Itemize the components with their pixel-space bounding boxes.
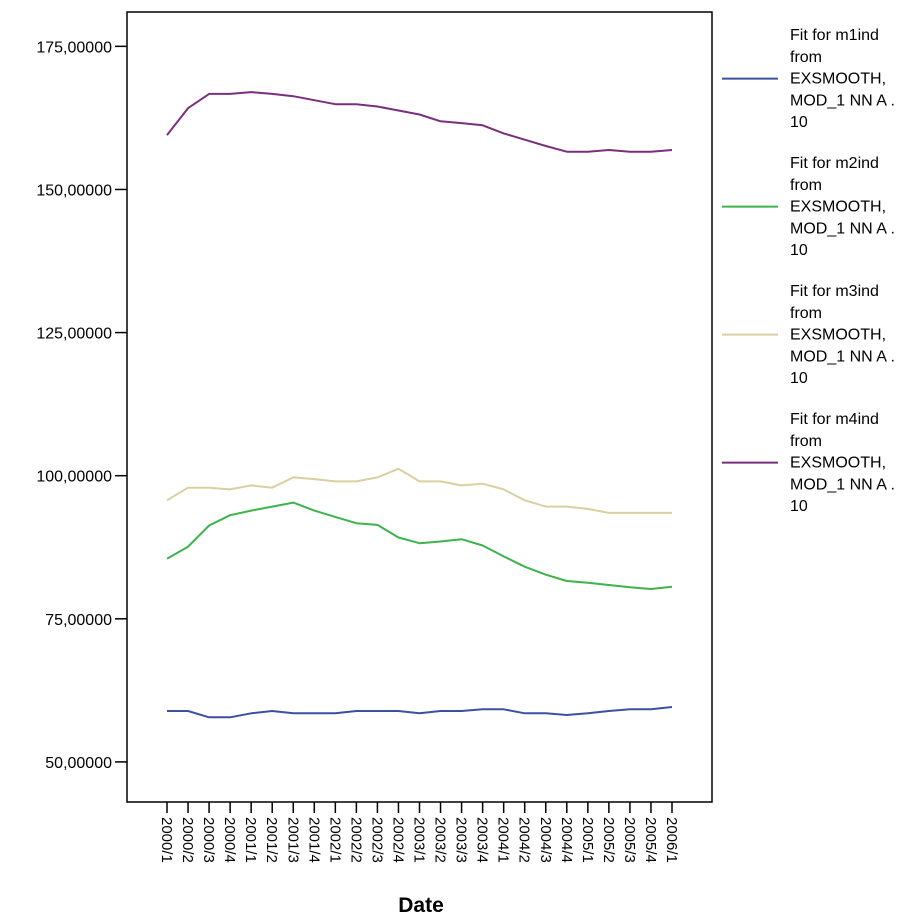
x-tick-label: 2003/3 [453, 817, 470, 863]
x-tick-label: 2004/3 [537, 817, 554, 863]
x-axis: 2000/1 2000/2 2000/3 2000/4 2001/1 2001/2 2001… [158, 802, 680, 863]
x-tick-label: 2002/4 [389, 817, 406, 863]
legend-label: MOD_1 NN A . [790, 476, 895, 493]
y-tick-label: 125,00000 [36, 326, 112, 343]
legend-label: MOD_1 NN A . [790, 348, 895, 365]
legend-label: from [790, 177, 822, 194]
legend-label: EXSMOOTH, [790, 327, 886, 344]
x-tick-label: 2001/4 [305, 817, 322, 863]
y-tick-label: 100,00000 [36, 469, 112, 486]
x-tick-label: 2002/1 [326, 817, 343, 863]
legend-label: 10 [790, 242, 808, 259]
x-tick-label: 2001/3 [284, 817, 301, 863]
y-tick-label: 75,00000 [45, 612, 112, 629]
legend-label: Fit for m3ind [790, 283, 879, 300]
x-axis-title: Date [398, 894, 444, 917]
x-tick-label: 2005/4 [642, 817, 659, 863]
series-line-1 [167, 706, 673, 719]
x-tick-label: 2006/1 [663, 817, 680, 863]
x-tick-label: 2004/1 [495, 817, 512, 863]
y-tick-label: 175,00000 [36, 39, 112, 56]
legend-label: 10 [790, 498, 808, 515]
x-tick-label: 2001/2 [263, 817, 280, 863]
legend-label: from [790, 49, 822, 66]
legend-label: 10 [790, 114, 808, 131]
series-line-4 [166, 91, 673, 153]
y-axis: 50,00000 75,00000 100,00000 125,00000 150,00… [36, 39, 127, 772]
legend-label: EXSMOOTH, [790, 199, 886, 216]
x-tick-label: 2003/4 [474, 817, 491, 863]
legend-label: EXSMOOTH, [790, 71, 886, 88]
legend-label: MOD_1 NN A . [790, 220, 895, 237]
legend: Fit for m1ind from EXSMOOTH, MOD_1 NN A . 10… [722, 27, 895, 515]
legend-label: MOD_1 NN A . [790, 92, 895, 109]
x-tick-label: 2000/1 [158, 817, 175, 863]
x-tick-label: 2005/2 [600, 817, 617, 863]
x-tick-label: 2000/3 [200, 817, 217, 863]
x-tick-label: 2004/4 [558, 817, 575, 863]
x-tick-label: 2000/4 [221, 817, 238, 863]
x-tick-label: 2005/1 [579, 817, 596, 863]
y-tick-label: 50,00000 [45, 755, 112, 772]
plot-frame [126, 11, 713, 803]
legend-label: from [790, 305, 822, 322]
series-layer [166, 91, 673, 719]
x-tick-label: 2004/2 [516, 817, 533, 863]
x-tick-label: 2003/2 [432, 817, 449, 863]
legend-label: Fit for m2ind [790, 155, 879, 172]
x-tick-label: 2001/1 [242, 817, 259, 863]
x-tick-label: 2002/2 [347, 817, 364, 863]
legend-label: Fit for m1ind [790, 27, 879, 44]
x-tick-label: 2000/2 [179, 817, 196, 863]
x-tick-label: 2002/3 [368, 817, 385, 863]
x-tick-label: 2003/1 [411, 817, 428, 863]
legend-label: Fit for m4ind [790, 411, 879, 428]
x-tick-label: 2005/3 [621, 817, 638, 863]
series-line-3 [166, 467, 672, 514]
legend-label: from [790, 433, 822, 450]
legend-label: EXSMOOTH, [790, 455, 886, 472]
legend-label: 10 [790, 370, 808, 387]
series-line-2 [166, 501, 673, 590]
y-tick-label: 150,00000 [36, 182, 112, 199]
